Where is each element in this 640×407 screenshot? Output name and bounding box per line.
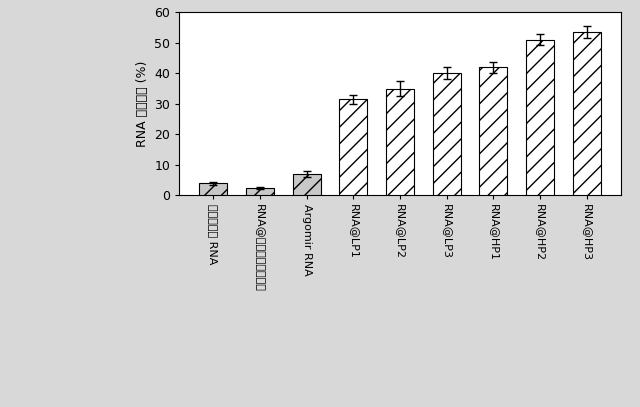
Bar (292, 174, 321, 195)
Bar (479, 67, 508, 195)
Y-axis label: RNA 捕捉効率 (%): RNA 捕捉効率 (%) (136, 61, 148, 147)
Bar (573, 32, 601, 195)
Bar (199, 183, 227, 195)
Bar (386, 89, 414, 195)
Bar (246, 188, 274, 195)
Bar (339, 99, 367, 195)
Bar (433, 73, 461, 195)
Bar (526, 40, 554, 195)
